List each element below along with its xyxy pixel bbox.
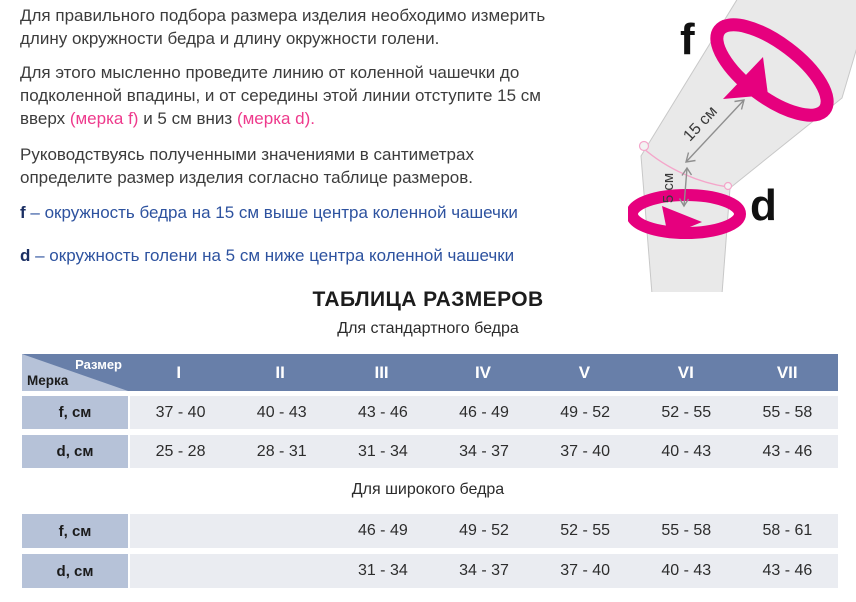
knee-crease-dimple-left (638, 140, 650, 152)
size-table-header-row: Размер Мерка I II III IV V VI VII (22, 354, 838, 391)
table-cell: 31 - 34 (357, 442, 408, 460)
knee-crease-line (642, 147, 729, 188)
table-cell: 52 - 55 (661, 403, 712, 421)
table-cell (231, 514, 332, 548)
girth-arrow-d (628, 189, 746, 239)
table-corner-cell: Размер Мерка (22, 354, 128, 391)
table-cell: 37 - 40 (560, 562, 611, 579)
measure-label-5cm: 5 см (660, 173, 677, 203)
leg-shape (640, 0, 856, 292)
illustration-label-d: d (750, 181, 777, 230)
intro-p2-text-before: Для этого мысленно проведите линию от ко… (20, 63, 541, 128)
table-cell (130, 514, 231, 548)
column-header-7: VII (776, 362, 798, 382)
corner-measure-label: Мерка (27, 373, 69, 388)
mark-f-text: (мерка f) (69, 109, 139, 128)
column-header-3: III (374, 362, 389, 382)
size-table-title: ТАБЛИЦА РАЗМЕРОВ (312, 288, 544, 311)
table-cell: 37 - 40 (560, 442, 611, 460)
knee-measurement-illustration: 15 см 5 см f d (628, 0, 856, 292)
table-cell: 28 - 31 (256, 442, 307, 460)
table-cell: 52 - 55 (560, 522, 611, 539)
table-cell: 55 - 58 (661, 522, 712, 539)
table-cell (231, 554, 332, 588)
measure-arrow-15cm (685, 99, 745, 163)
row-label: d, см (22, 554, 128, 588)
table-cell: 34 - 37 (459, 442, 509, 460)
table-cell: 40 - 43 (661, 442, 712, 460)
table-cell: 31 - 34 (357, 562, 408, 579)
wide-thigh-subtitle: Для широкого бедра (351, 481, 505, 498)
standard-thigh-subtitle: Для стандартного бедра (337, 320, 519, 337)
row-label: f, см (22, 514, 128, 548)
standard-d-row: d, см 25 - 28 28 - 31 31 - 34 34 - 37 37… (22, 435, 838, 468)
table-cell: 37 - 40 (155, 403, 206, 421)
row-values: 25 - 28 28 - 31 31 - 34 34 - 37 37 - 40 … (130, 435, 838, 468)
knee-crease-dimple-right (723, 181, 733, 191)
table-cell: 34 - 37 (459, 562, 509, 579)
table-cell: 55 - 58 (762, 403, 813, 421)
definition-f: f – окружность бедра на 15 см выше центр… (20, 203, 518, 223)
table-cell: 43 - 46 (357, 403, 408, 421)
table-cell (130, 554, 231, 588)
column-header-5: V (578, 362, 591, 382)
row-values: 37 - 40 40 - 43 43 - 46 46 - 49 49 - 52 … (130, 396, 838, 429)
wide-d-row: d, см 31 - 34 34 - 37 37 - 40 40 - 43 43… (22, 554, 838, 588)
intro-paragraph-1: Для правильного подбора размера изделия … (20, 6, 546, 48)
row-values: 31 - 34 34 - 37 37 - 40 40 - 43 43 - 46 (130, 554, 838, 588)
table-cell: 43 - 46 (762, 562, 813, 579)
table-cell: 49 - 52 (560, 403, 611, 421)
column-header-4: IV (474, 362, 491, 382)
intro-paragraph-3: Руководствуясь полученными значениями в … (20, 145, 474, 187)
definition-f-text: – окружность бедра на 15 см выше центра … (30, 203, 518, 222)
intro-paragraph-2: Для этого мысленно проведите линию от ко… (20, 61, 580, 130)
illustration-label-f: f (680, 15, 695, 64)
row-values: 46 - 49 49 - 52 52 - 55 55 - 58 58 - 61 (130, 514, 838, 548)
table-cell: 40 - 43 (661, 562, 712, 579)
intro-p2-text-middle: и 5 см вниз (138, 109, 237, 128)
definition-d: d – окружность голени на 5 см ниже центр… (20, 246, 514, 266)
standard-f-row: f, см 37 - 40 40 - 43 43 - 46 46 - 49 49… (22, 396, 838, 429)
girth-arrow-f (710, 18, 834, 122)
wide-f-row: f, см 46 - 49 49 - 52 52 - 55 55 - 58 58… (22, 514, 838, 548)
column-header-2: II (275, 362, 285, 382)
column-header-1: I (176, 362, 182, 382)
table-cell: 25 - 28 (155, 442, 206, 460)
table-cell: 46 - 49 (459, 403, 509, 421)
column-header-6: VI (677, 362, 694, 382)
corner-size-label: Размер (75, 357, 122, 372)
table-cell: 46 - 49 (357, 522, 408, 539)
row-label: f, см (22, 396, 128, 429)
table-cell: 43 - 46 (762, 442, 813, 460)
definition-f-letter: f (20, 203, 26, 222)
row-label: d, см (22, 435, 128, 468)
definition-d-letter: d (20, 246, 31, 265)
table-cell: 58 - 61 (762, 522, 813, 539)
mark-d-text: (мерка d). (236, 109, 316, 128)
table-cell: 40 - 43 (256, 403, 307, 421)
table-cell: 49 - 52 (459, 522, 509, 539)
measure-arrow-5cm (678, 166, 693, 208)
definition-d-text: – окружность голени на 5 см ниже центра … (35, 246, 515, 265)
